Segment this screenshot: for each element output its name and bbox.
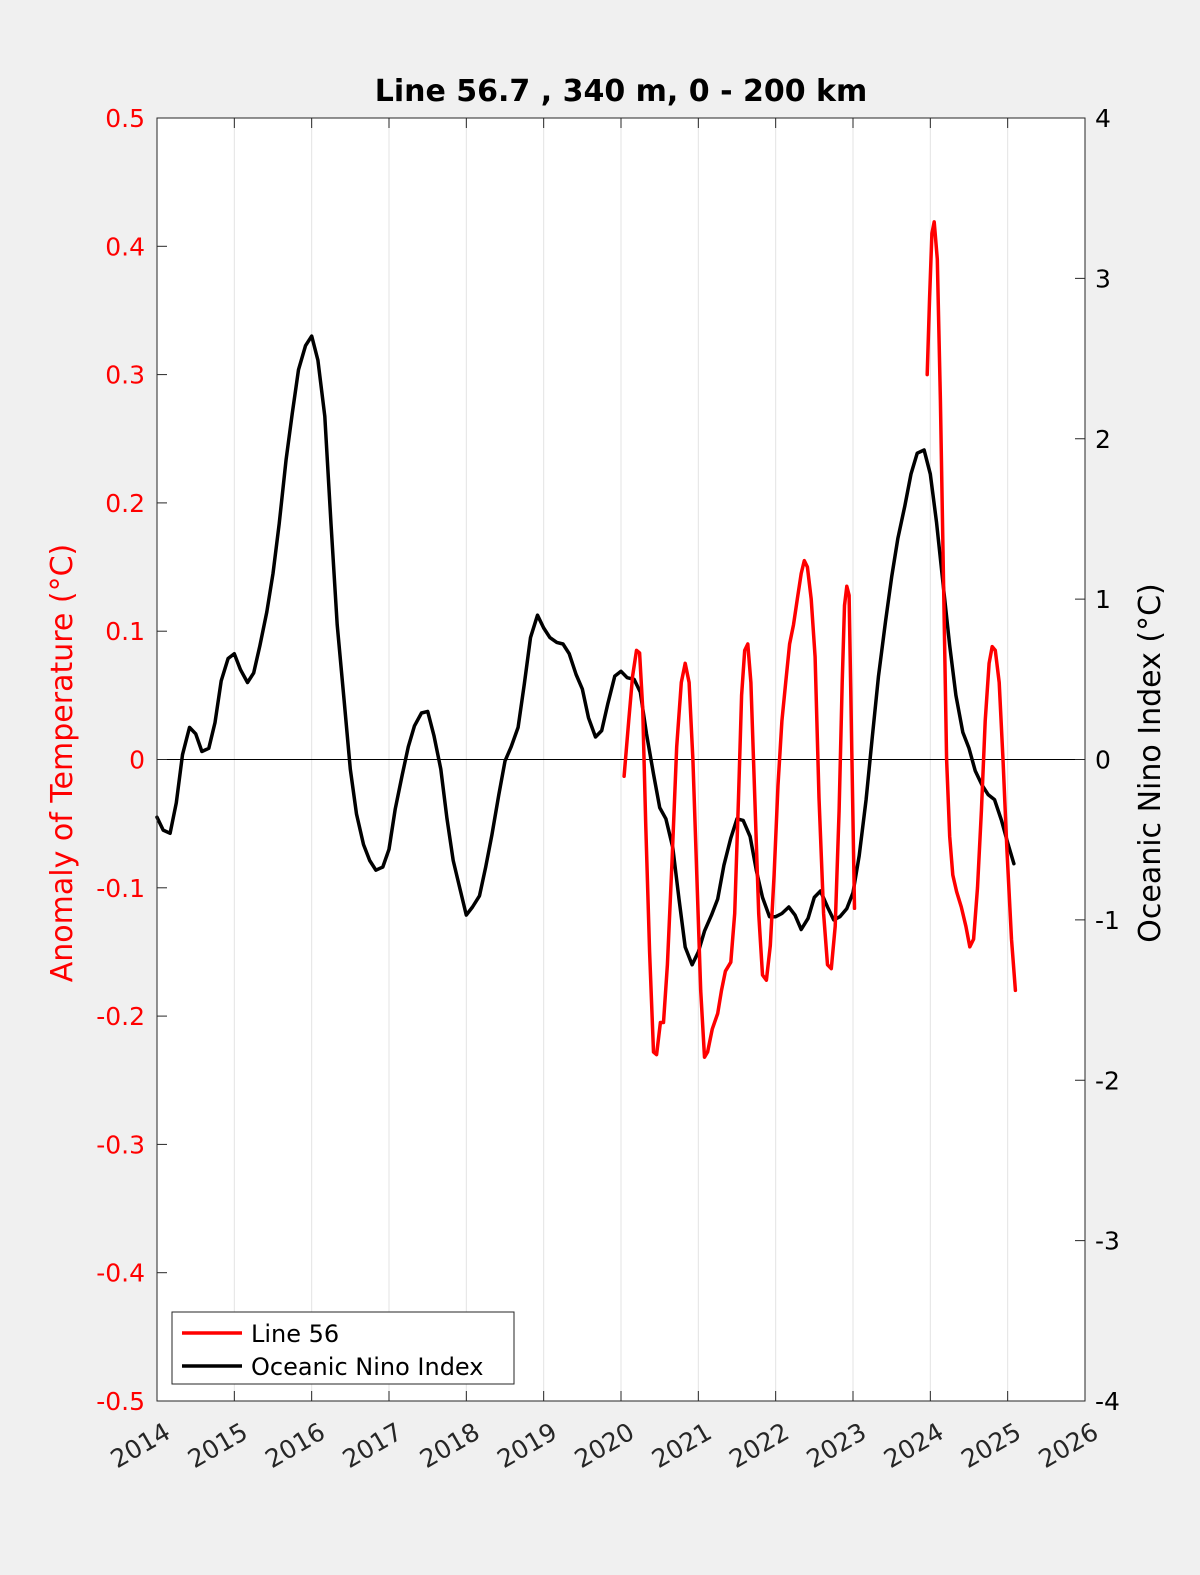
series-line-oceanic-nino-index	[155, 334, 1016, 967]
legend-label-oni: Oceanic Nino Index	[251, 1353, 483, 1381]
y-left-tick-label: 0.2	[105, 489, 145, 518]
y-left-tick-label: -0.3	[96, 1130, 145, 1159]
left-axis: -0.5 -0.4 -0.3 -0.2 -0.1 0 0.1 0.2 0.3 0.4 0.5	[96, 104, 167, 1416]
y-left-tick-label: -0.5	[96, 1387, 145, 1416]
y-left-tick-label: -0.1	[96, 874, 145, 903]
series-line-line56-segment-2	[925, 220, 1018, 993]
legend-label-line56: Line 56	[251, 1320, 339, 1348]
y-right-tick-label: -1	[1095, 906, 1120, 935]
series-layer	[155, 220, 1018, 1059]
y-left-tick-label: 0.5	[105, 104, 145, 133]
legend: Line 56 Oceanic Nino Index	[171, 1311, 515, 1385]
right-axis-label: Oceanic Nino Index (°C)	[1133, 583, 1168, 943]
y-right-tick-label: -3	[1095, 1227, 1120, 1256]
y-left-tick-label: -0.4	[96, 1259, 145, 1288]
y-right-tick-label: 1	[1095, 585, 1111, 614]
y-right-tick-label: 3	[1095, 264, 1111, 293]
y-left-tick-label: 0.1	[105, 617, 145, 646]
y-right-tick-label: 2	[1095, 425, 1111, 454]
right-axis: -4 -3 -2 -1 0 1 2 3 4	[1075, 104, 1120, 1416]
series-line-line56-segment-1	[622, 558, 857, 1059]
chart-title: Line 56.7 , 340 m, 0 - 200 km	[375, 74, 868, 109]
legend-box	[171, 1311, 515, 1385]
y-right-tick-label: -2	[1095, 1066, 1120, 1095]
y-right-tick-label: -4	[1095, 1387, 1120, 1416]
y-left-tick-label: 0	[129, 746, 145, 775]
y-left-tick-label: -0.2	[96, 1002, 145, 1031]
y-right-tick-label: 4	[1095, 104, 1111, 133]
y-right-tick-label: 0	[1095, 746, 1111, 775]
y-left-tick-label: 0.4	[105, 232, 145, 261]
y-left-tick-label: 0.3	[105, 361, 145, 390]
left-axis-label: Anomaly of Temperature (°C)	[45, 544, 80, 983]
